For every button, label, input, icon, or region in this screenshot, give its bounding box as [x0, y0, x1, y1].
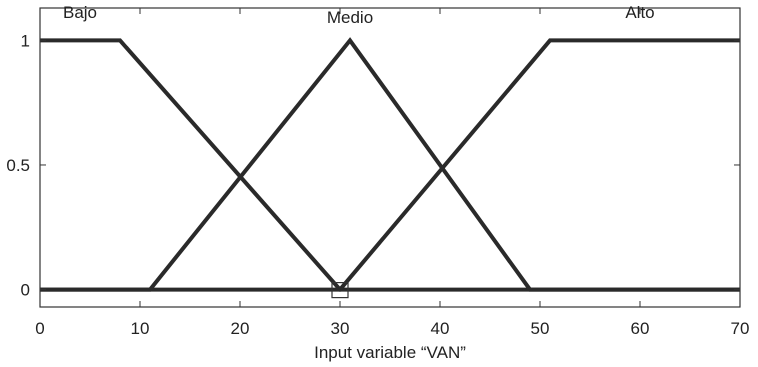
series-label-medio: Medio	[327, 8, 373, 27]
marker-square	[331, 282, 349, 299]
x-tick-label: 10	[131, 319, 150, 338]
series-line-bajo	[40, 38, 740, 292]
marker-layer	[331, 282, 349, 299]
y-tick-label: 0	[21, 281, 30, 300]
x-tick-label: 30	[331, 319, 350, 338]
x-tick-label: 60	[631, 319, 650, 338]
x-axis-title: Input variable “VAN”	[314, 343, 466, 362]
x-tick-label: 70	[731, 319, 750, 338]
y-tick-label: 0.5	[6, 156, 30, 175]
x-axis: 0 10 20 30 40 50 60 70	[35, 8, 749, 338]
x-tick-label: 40	[431, 319, 450, 338]
series-line-medio	[40, 37, 740, 292]
plot-frame	[39, 7, 741, 308]
x-tick-label: 50	[531, 319, 550, 338]
x-tick-label: 20	[231, 319, 250, 338]
y-tick-label: 1	[21, 31, 30, 50]
series-lines	[40, 37, 740, 292]
series-line-alto	[40, 38, 740, 292]
y-axis: 00.51	[6, 31, 740, 300]
series-label-bajo: Bajo	[63, 3, 97, 22]
series-labels: Bajo Medio Alto	[63, 3, 655, 27]
series-label-alto: Alto	[625, 3, 654, 22]
x-tick-label: 0	[35, 319, 44, 338]
